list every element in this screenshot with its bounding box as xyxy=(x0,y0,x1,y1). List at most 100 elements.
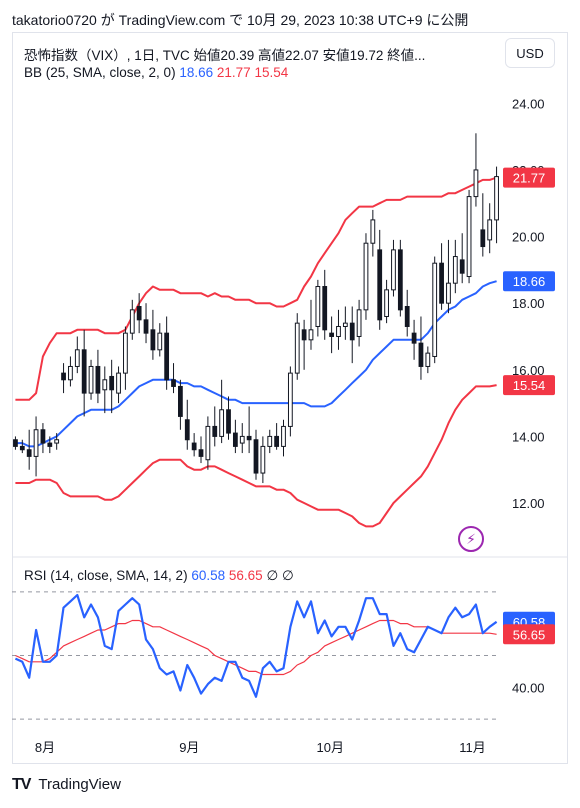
candle-body xyxy=(74,349,80,367)
candle-body xyxy=(411,332,417,344)
candle-body xyxy=(129,309,135,334)
candle-body xyxy=(226,409,231,434)
candle-body xyxy=(260,445,266,474)
rsi-value: 60.58 xyxy=(191,568,226,583)
candle-body xyxy=(315,286,321,327)
chart-frame xyxy=(12,32,568,764)
candle-body xyxy=(33,429,39,457)
candle-body xyxy=(109,375,115,391)
price-tag xyxy=(503,271,555,292)
price-tick-label: 16.00 xyxy=(512,363,545,378)
candle-body xyxy=(232,432,238,447)
candle-body xyxy=(267,435,273,447)
candle-body xyxy=(480,229,486,248)
x-tick-label: 11月 xyxy=(459,740,486,755)
price-tag-label: 15.54 xyxy=(513,378,546,393)
candle-body xyxy=(432,262,438,357)
candle-body xyxy=(370,219,376,244)
x-tick-label: 10月 xyxy=(316,740,343,755)
candle-body xyxy=(102,379,108,391)
bb-lower-value: 15.54 xyxy=(254,65,289,80)
candle-body xyxy=(26,449,32,457)
currency-button[interactable]: USD xyxy=(505,38,555,68)
candle-body xyxy=(68,365,73,381)
rsi-tick-label: 40.00 xyxy=(512,680,545,695)
candle-body xyxy=(88,365,94,394)
candle-body xyxy=(425,352,431,367)
candle-body xyxy=(164,332,170,381)
candle-body xyxy=(322,286,328,331)
candle-body xyxy=(459,259,465,274)
bb-upper-line xyxy=(15,176,497,401)
candle-body xyxy=(301,329,307,341)
price-tick-label: 20.00 xyxy=(512,230,545,245)
candle-body xyxy=(116,372,121,394)
candle-body xyxy=(184,419,190,441)
candle-body xyxy=(81,349,87,394)
candle-body xyxy=(452,256,458,284)
candle-body xyxy=(61,372,66,381)
candle-body xyxy=(136,306,142,321)
candle-body xyxy=(404,306,410,327)
candle-body xyxy=(342,322,348,327)
publish-header: takatorio0720 が TradingView.com で 10月 29… xyxy=(12,12,469,28)
lightning-icon[interactable]: ⚡ xyxy=(458,526,484,552)
price-tag xyxy=(503,375,555,396)
candle-body xyxy=(274,435,280,447)
candle-body xyxy=(418,342,424,367)
candle-body xyxy=(294,322,300,374)
rsi-extra: ∅ ∅ xyxy=(266,568,294,583)
price-tick-label: 12.00 xyxy=(512,496,545,511)
x-tick-label: 9月 xyxy=(179,740,199,755)
candle-body xyxy=(363,242,369,311)
footer-brand-label: TradingView xyxy=(38,776,121,793)
candle-body xyxy=(212,425,218,437)
candle-body xyxy=(95,365,101,394)
x-tick-label: 8月 xyxy=(35,740,55,755)
candle-body xyxy=(13,439,18,447)
symbol-legend: 恐怖指数（VIX）, 1日, TVC 始値20.39 高値22.07 安値19.… xyxy=(24,48,426,63)
candle-body xyxy=(487,219,493,241)
candle-body xyxy=(198,449,204,457)
candle-body xyxy=(40,429,46,444)
rsi-tag-label: 56.65 xyxy=(513,627,546,642)
candle-body xyxy=(281,425,286,447)
price-tag xyxy=(503,167,555,188)
candle-body xyxy=(150,329,156,351)
candle-body xyxy=(219,409,225,437)
candle-body xyxy=(239,435,245,444)
rsi-label: RSI (14, close, SMA, 14, 2) xyxy=(24,568,188,583)
candle-body xyxy=(171,379,176,387)
candle-body xyxy=(349,322,355,341)
rsi-ma-value: 56.65 xyxy=(228,568,263,583)
candle-body xyxy=(205,425,211,461)
rsi-ma-line xyxy=(15,619,497,676)
bb-basis-value: 18.66 xyxy=(179,65,214,80)
candle-body xyxy=(47,442,53,447)
candle-body xyxy=(54,439,60,444)
candle-body xyxy=(178,385,183,417)
footer-brand: TV TradingView xyxy=(12,776,121,794)
candle-body xyxy=(356,309,362,337)
candle-body xyxy=(473,169,479,198)
price-tick-label: 14.00 xyxy=(512,429,545,444)
rsi-legend: RSI (14, close, SMA, 14, 2) 60.58 56.65 … xyxy=(24,568,294,584)
candle-body xyxy=(191,442,197,451)
candle-body xyxy=(329,332,334,337)
candle-body xyxy=(19,445,25,451)
candle-body xyxy=(446,282,451,304)
candle-body xyxy=(494,176,499,221)
price-tick-label: 18.00 xyxy=(512,296,545,311)
candle-body xyxy=(384,289,389,317)
bb-basis-line xyxy=(15,280,497,448)
price-tick-label: 24.00 xyxy=(512,96,545,111)
candle-body xyxy=(157,332,163,351)
candle-body xyxy=(336,325,341,337)
candle-body xyxy=(466,196,472,278)
rsi-line xyxy=(14,593,498,698)
candle-body xyxy=(397,249,403,311)
bb-lower-line xyxy=(15,384,497,528)
bb-legend: BB (25, SMA, close, 2, 0) 18.66 21.77 15… xyxy=(24,65,288,80)
candle-body xyxy=(308,329,314,341)
